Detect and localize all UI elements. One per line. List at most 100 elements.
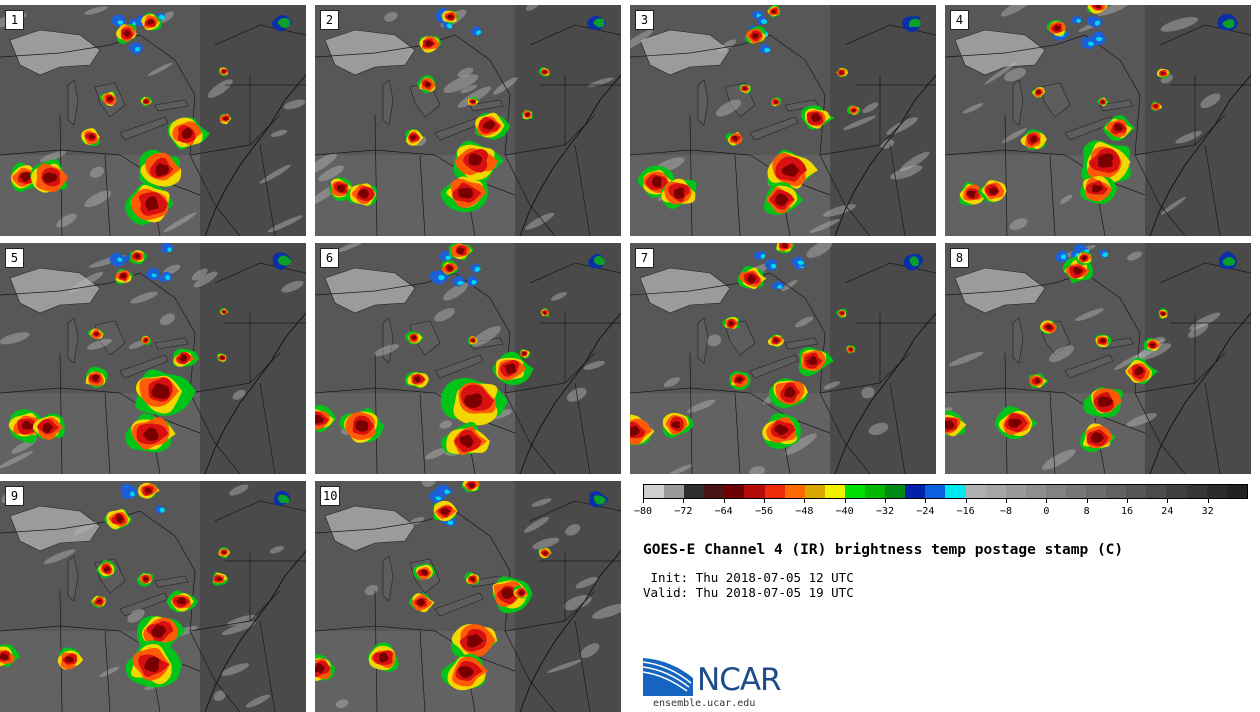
panel-number-label: 6: [320, 248, 339, 268]
colorbar-segment: [704, 485, 725, 498]
colorbar-tick: [925, 499, 927, 503]
colorbar-tick: [764, 499, 765, 503]
postage-stamp-panel: 9: [0, 481, 306, 712]
postage-stamp-panel: 7: [630, 243, 936, 474]
colorbar-tick-label: −24: [916, 506, 935, 517]
panel-number-label: 9: [5, 486, 24, 506]
colorbar-segment: [644, 485, 665, 498]
colorbar-segment: [865, 485, 886, 498]
logo-url: ensemble.ucar.edu: [653, 698, 756, 709]
ir-satellite-map: [0, 243, 306, 474]
ncar-logo-text: NCAR: [697, 662, 782, 698]
postage-stamp-panel: 2: [315, 5, 621, 236]
colorbar-tick: [844, 499, 846, 503]
panel-number-label: 10: [320, 486, 341, 506]
colorbar-tick: [1167, 499, 1169, 503]
colorbar-segment: [824, 485, 845, 498]
colorbar-tick: [1006, 499, 1007, 503]
colorbar-segment: [1065, 485, 1087, 498]
panel-number-label: 5: [5, 248, 24, 268]
panel-number-label: 1: [5, 10, 24, 30]
colorbar-tick: [965, 499, 967, 503]
colorbar-tick-label: −64: [714, 506, 733, 517]
colorbar-segment: [985, 485, 1006, 498]
colorbar-tick: [1046, 499, 1048, 503]
ir-satellite-map: [0, 5, 306, 236]
colorbar-tick: [885, 499, 886, 503]
colorbar-tick-label: −8: [999, 506, 1013, 517]
colorbar-tick-label: 32: [1201, 506, 1214, 517]
colorbar-segment: [1045, 485, 1066, 498]
figure-title: GOES-E Channel 4 (IR) brightness temp po…: [643, 542, 1124, 558]
ir-satellite-map: [945, 243, 1251, 474]
colorbar-segment: [885, 485, 906, 498]
panel-number-label: 8: [950, 248, 969, 268]
valid-time: Valid: Thu 2018-07-05 19 UTC: [643, 585, 854, 600]
panel-number-label: 7: [635, 248, 654, 268]
ir-satellite-map: [315, 243, 621, 474]
colorbar-segment: [744, 485, 765, 498]
colorbar-segment: [1106, 485, 1127, 498]
colorbar: −80 −72 −64 −56 −48 −40 −32 −24 −16 −8 0 8 16 24 32: [634, 484, 1248, 521]
colorbar-segment: [844, 485, 866, 498]
colorbar-tick: [1207, 499, 1209, 503]
colorbar-tick-label: 24: [1161, 506, 1174, 517]
colorbar-segment: [925, 485, 946, 498]
postage-stamp-panel: 10: [315, 481, 621, 712]
colorbar-segment: [684, 485, 705, 498]
colorbar-tick: [804, 499, 806, 503]
panel-number-label: 3: [635, 10, 654, 30]
colorbar-tick-label: −32: [875, 506, 895, 517]
colorbar-segment: [724, 485, 745, 498]
colorbar-tick-label: −56: [754, 506, 774, 517]
ir-satellite-map: [0, 481, 306, 712]
colorbar-tick: [723, 499, 725, 503]
colorbar-segment: [905, 485, 926, 498]
colorbar-tick-label: −16: [956, 506, 975, 517]
colorbar-segment: [1126, 485, 1147, 498]
colorbar-tick-label: −72: [674, 506, 693, 517]
colorbar-tick-label: 8: [1083, 506, 1090, 517]
colorbar-segment: [1186, 485, 1207, 498]
ir-satellite-map: [315, 5, 621, 236]
colorbar-segment: [1086, 485, 1107, 498]
colorbar-scale: [643, 484, 1248, 499]
colorbar-segment: [1005, 485, 1026, 498]
postage-stamp-panel: 5: [0, 243, 306, 474]
colorbar-segment: [1146, 485, 1167, 498]
ir-satellite-map: [315, 481, 621, 712]
colorbar-tick-label: 0: [1043, 506, 1050, 517]
colorbar-segment: [1206, 485, 1227, 498]
init-time: Init: Thu 2018-07-05 12 UTC: [643, 570, 854, 585]
colorbar-tick-label: −48: [795, 506, 814, 517]
colorbar-segment: [1226, 485, 1247, 498]
ncar-logo-icon: [643, 656, 693, 696]
colorbar-ticks: −80 −72 −64 −56 −48 −40 −32 −24 −16 −8 0 8 16 24 32: [634, 499, 1248, 521]
ncar-logo: NCAR: [643, 656, 803, 698]
colorbar-tick-label: 16: [1120, 506, 1134, 517]
colorbar-segment: [965, 485, 986, 498]
postage-stamp-panel: 6: [315, 243, 621, 474]
colorbar-segment: [1025, 485, 1046, 498]
colorbar-segment: [804, 485, 825, 498]
colorbar-segment: [664, 485, 685, 498]
ir-satellite-map: [630, 5, 936, 236]
colorbar-tick: [1086, 499, 1088, 503]
postage-stamp-panel: 3: [630, 5, 936, 236]
colorbar-segment: [764, 485, 785, 498]
postage-stamp-panel: 4: [945, 5, 1251, 236]
panel-number-label: 4: [950, 10, 969, 30]
colorbar-tick-label: −40: [835, 506, 854, 517]
postage-stamp-panel: 8: [945, 243, 1251, 474]
colorbar-tick-label: −80: [633, 506, 653, 517]
panel-number-label: 2: [320, 10, 339, 30]
colorbar-segment: [784, 485, 805, 498]
colorbar-tick: [1127, 499, 1128, 503]
postage-stamp-panel: 1: [0, 5, 306, 236]
colorbar-segment: [1166, 485, 1187, 498]
colorbar-tick: [643, 499, 644, 503]
colorbar-segment: [945, 485, 966, 498]
ir-satellite-map: [945, 5, 1251, 236]
ir-satellite-map: [630, 243, 936, 474]
colorbar-tick: [683, 499, 685, 503]
